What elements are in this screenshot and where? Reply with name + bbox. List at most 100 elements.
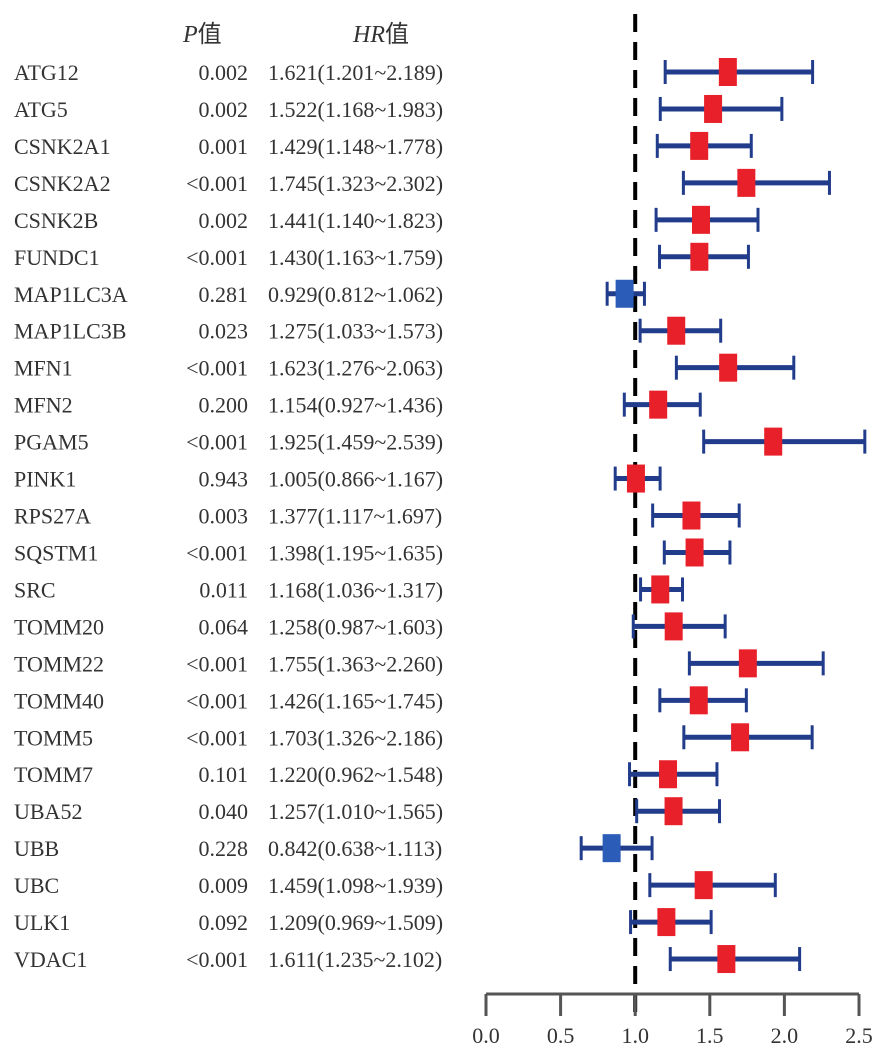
hr-ci-value: 1.257(1.010~1.565) <box>268 799 443 824</box>
row-pgam5: PGAM5 <0.001 1.925(1.459~2.539) <box>14 430 443 455</box>
row-pink1: PINK1 0.943 1.005(0.866~1.167) <box>14 467 443 492</box>
hr-ci-value: 1.275(1.033~1.573) <box>268 319 443 344</box>
row-tomm20: TOMM20 0.064 1.258(0.987~1.603) <box>14 614 443 639</box>
ci-mark-mfn1 <box>674 353 796 382</box>
ci-mark-fundc1 <box>658 242 750 271</box>
gene-label: MAP1LC3B <box>14 319 126 344</box>
gene-label: SQSTM1 <box>14 540 98 565</box>
gene-label: TOMM5 <box>14 725 93 750</box>
p-value: 0.003 <box>199 504 249 529</box>
plot-area: 0.0 0.5 1.0 1.5 2.0 2.5 <box>472 14 873 1048</box>
hr-ci-value: 1.611(1.235~2.102) <box>268 947 442 972</box>
ci-marks <box>579 58 867 974</box>
row-map1lc3b: MAP1LC3B 0.023 1.275(1.033~1.573) <box>14 319 443 344</box>
hr-ci-value: 1.209(0.969~1.509) <box>268 910 443 935</box>
row-map1lc3a: MAP1LC3A 0.281 0.929(0.812~1.062) <box>14 282 443 307</box>
p-value: <0.001 <box>186 171 248 196</box>
ci-mark-pink1 <box>613 464 662 493</box>
gene-label: ATG5 <box>14 97 68 122</box>
hr-point-marker <box>690 242 709 271</box>
hr-point-marker <box>764 427 783 456</box>
gene-label: MFN1 <box>14 356 73 381</box>
hr-point-marker <box>667 316 686 345</box>
hr-ci-value: 1.755(1.363~2.260) <box>268 651 443 676</box>
ci-mark-atg12 <box>663 58 815 86</box>
hr-point-marker <box>664 612 683 641</box>
hr-point-marker <box>717 945 736 974</box>
row-tomm22: TOMM22 <0.001 1.755(1.363~2.260) <box>14 651 443 676</box>
p-header-suffix: 值 <box>198 21 222 48</box>
hr-point-marker <box>651 575 670 604</box>
p-value: 0.092 <box>199 910 249 935</box>
gene-label: MFN2 <box>14 393 73 418</box>
row-csnk2a2: CSNK2A2 <0.001 1.745(1.323~2.302) <box>14 171 443 196</box>
p-value: 0.281 <box>199 282 249 307</box>
row-csnk2b: CSNK2B 0.002 1.441(1.140~1.823) <box>14 208 443 233</box>
hr-ci-value: 1.168(1.036~1.317) <box>268 577 443 602</box>
x-tick-label: 0.0 <box>472 1023 500 1048</box>
column-headers: P值 HR值 <box>182 21 409 48</box>
hr-ci-value: 1.745(1.323~2.302) <box>268 171 443 196</box>
p-value: 0.200 <box>199 393 249 418</box>
gene-label: PGAM5 <box>14 430 89 455</box>
gene-label: VDAC1 <box>14 947 87 972</box>
hr-point-marker <box>704 94 723 123</box>
hr-point-marker <box>691 205 710 234</box>
ci-mark-map1lc3b <box>638 316 723 345</box>
hr-point-marker <box>602 834 621 863</box>
row-tomm7: TOMM7 0.101 1.220(0.962~1.548) <box>14 762 443 787</box>
ci-mark-ubb <box>579 834 654 863</box>
row-vdac1: VDAC1 <0.001 1.611(1.235~2.102) <box>14 947 442 972</box>
gene-label: UBB <box>14 836 59 861</box>
gene-label: CSNK2A1 <box>14 134 111 159</box>
p-value-header: P值 <box>182 21 222 48</box>
row-atg12: ATG12 0.002 1.621(1.201~2.189) <box>14 60 443 85</box>
p-value: <0.001 <box>186 651 248 676</box>
gene-label: UBA52 <box>14 799 82 824</box>
p-value: <0.001 <box>186 947 248 972</box>
hr-ci-value: 1.398(1.195~1.635) <box>268 540 443 565</box>
hr-header: HR值 <box>352 21 409 48</box>
p-value: <0.001 <box>186 725 248 750</box>
p-value: 0.228 <box>199 836 249 861</box>
hr-ci-value: 1.154(0.927~1.436) <box>268 393 443 418</box>
p-value: <0.001 <box>186 688 248 713</box>
ci-mark-tomm22 <box>687 649 825 678</box>
p-value: 0.002 <box>199 208 249 233</box>
x-tick-label: 1.0 <box>621 1023 649 1048</box>
hr-ci-value: 1.623(1.276~2.063) <box>268 356 443 381</box>
row-labels: ATG12 0.002 1.621(1.201~2.189) ATG5 0.002 1.5… <box>14 60 443 972</box>
ci-mark-tomm40 <box>658 686 748 715</box>
ci-mark-vdac1 <box>668 945 802 974</box>
row-src: SRC 0.011 1.168(1.036~1.317) <box>14 577 443 602</box>
hr-header-symbol: HR <box>352 22 385 48</box>
gene-label: TOMM20 <box>14 614 104 639</box>
ci-mark-tomm5 <box>682 723 814 752</box>
row-tomm5: TOMM5 <0.001 1.703(1.326~2.186) <box>14 725 443 750</box>
gene-label: FUNDC1 <box>14 245 100 270</box>
ci-mark-src <box>639 575 684 604</box>
hr-ci-value: 1.005(0.866~1.167) <box>268 467 443 492</box>
gene-label: RPS27A <box>14 504 91 529</box>
row-rps27a: RPS27A 0.003 1.377(1.117~1.697) <box>14 504 442 529</box>
x-tick-label: 2.5 <box>845 1023 873 1048</box>
hr-ci-value: 1.426(1.165~1.745) <box>268 688 443 713</box>
row-uba52: UBA52 0.040 1.257(1.010~1.565) <box>14 799 443 824</box>
p-value: 0.002 <box>199 97 249 122</box>
p-value: 0.040 <box>199 799 249 824</box>
row-ubc: UBC 0.009 1.459(1.098~1.939) <box>14 873 443 898</box>
hr-ci-value: 1.621(1.201~2.189) <box>268 60 443 85</box>
hr-ci-value: 1.459(1.098~1.939) <box>268 873 443 898</box>
gene-label: SRC <box>14 577 56 602</box>
hr-ci-value: 1.430(1.163~1.759) <box>268 245 443 270</box>
gene-label: UBC <box>14 873 59 898</box>
ci-mark-uba52 <box>635 797 721 826</box>
ci-mark-ubc <box>648 871 777 900</box>
x-tick-label: 2.0 <box>771 1023 799 1048</box>
p-value: <0.001 <box>186 356 248 381</box>
hr-point-marker <box>657 908 676 937</box>
p-value: 0.009 <box>199 873 249 898</box>
hr-point-marker <box>664 797 683 826</box>
hr-ci-value: 0.842(0.638~1.113) <box>268 836 442 861</box>
hr-ci-value: 1.703(1.326~2.186) <box>268 725 443 750</box>
